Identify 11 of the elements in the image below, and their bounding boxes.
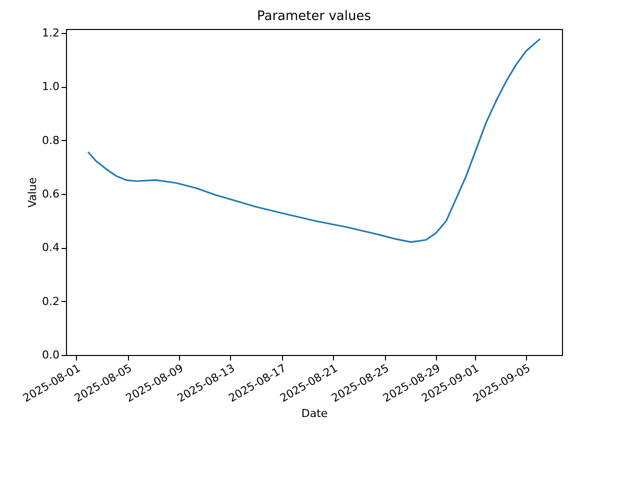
y-tick-label: 0.4 xyxy=(42,241,60,254)
y-tick-label: 0.8 xyxy=(42,134,60,147)
y-axis-title: Value xyxy=(26,177,40,208)
y-tick-label: 0.6 xyxy=(42,188,60,201)
y-tick-label: 1.2 xyxy=(42,26,60,40)
chart-title: Parameter values xyxy=(256,9,372,24)
y-tick-label: 0.0 xyxy=(42,348,60,362)
x-axis-title: Date xyxy=(301,406,328,420)
y-tick-label: 0.2 xyxy=(42,294,60,308)
line-series xyxy=(87,38,541,243)
y-tick-label: 1.0 xyxy=(42,80,60,94)
